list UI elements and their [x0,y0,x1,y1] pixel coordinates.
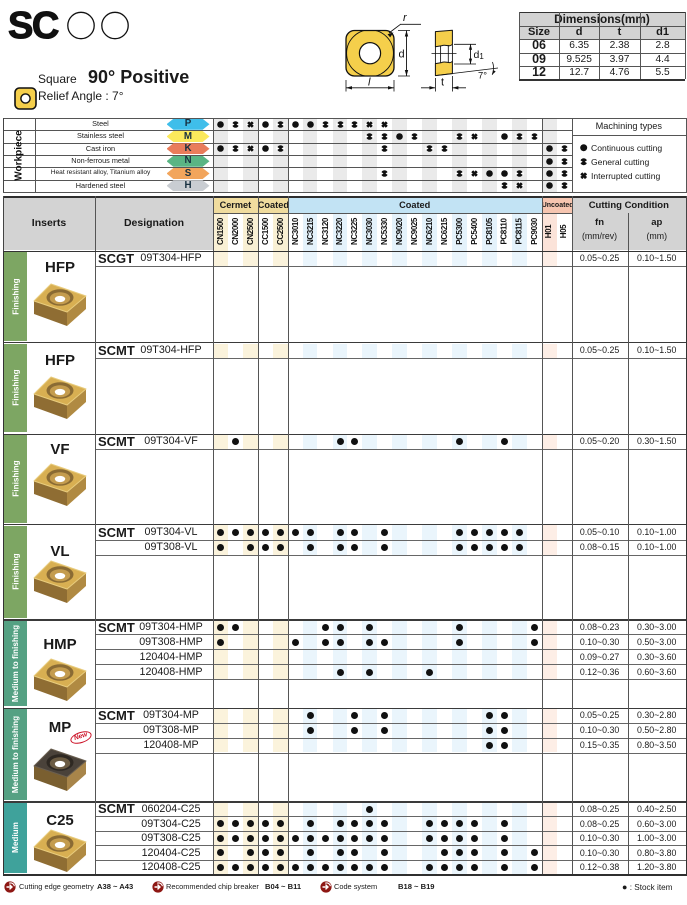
svg-text:7°: 7° [478,71,487,82]
svg-text:r: r [403,12,408,24]
svg-text:t: t [441,77,444,89]
svg-text:l: l [368,77,371,89]
svg-text:d1: d1 [474,49,485,61]
svg-text:d: d [399,49,405,61]
